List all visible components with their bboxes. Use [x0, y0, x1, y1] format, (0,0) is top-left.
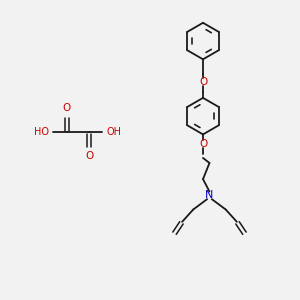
- Text: O: O: [85, 152, 93, 161]
- Text: O: O: [62, 103, 71, 113]
- Text: HO: HO: [34, 127, 49, 137]
- Text: O: O: [199, 139, 207, 149]
- Text: N: N: [205, 190, 214, 200]
- Text: OH: OH: [106, 127, 122, 137]
- Text: O: O: [199, 77, 207, 87]
